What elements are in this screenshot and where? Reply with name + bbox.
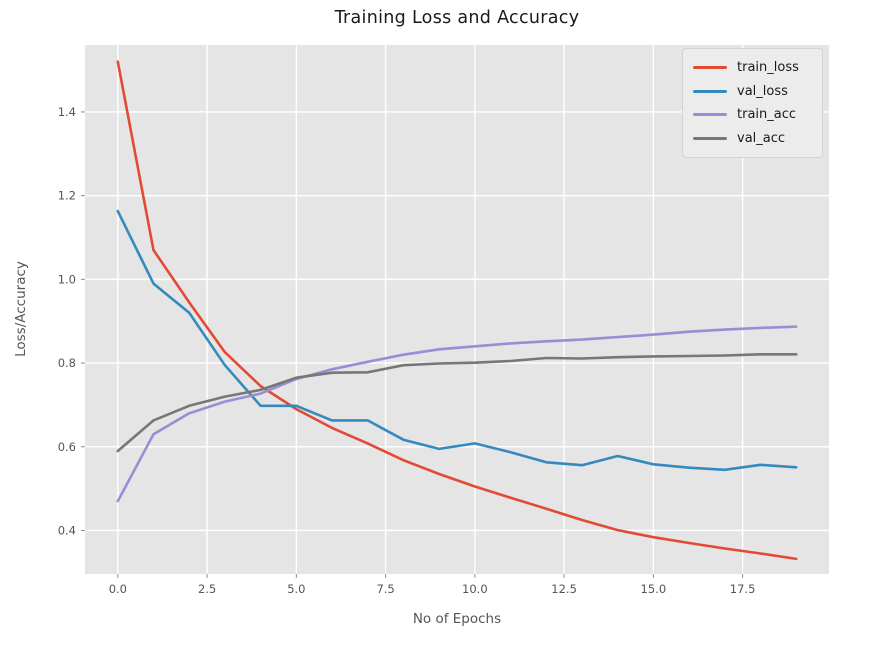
legend-item-train_loss: train_loss <box>693 61 812 74</box>
x-tick-label: 5.0 <box>287 582 305 596</box>
legend-swatch-train_acc <box>693 113 727 117</box>
x-tick-label: 12.5 <box>551 582 577 596</box>
y-axis-label: Loss/Accuracy <box>13 261 29 357</box>
x-axis-label: No of Epochs <box>412 611 502 627</box>
x-tick-label: 15.0 <box>641 582 667 596</box>
legend: train_loss val_loss train_acc val_acc <box>682 48 823 158</box>
legend-item-val_loss: val_loss <box>693 85 812 98</box>
legend-swatch-val_acc <box>693 136 727 140</box>
legend-label-train_acc: train_acc <box>737 107 797 123</box>
y-tick-label: 0.4 <box>58 523 76 537</box>
train-loss-line <box>116 60 798 561</box>
val-loss-line <box>116 209 798 472</box>
val-acc-line <box>116 352 798 453</box>
x-tick-label: 2.5 <box>198 582 216 596</box>
legend-item-val_acc: val_acc <box>693 132 812 145</box>
y-tick-label: 1.0 <box>58 272 76 286</box>
chart-title: Training Loss and Accuracy <box>334 8 580 28</box>
x-tick-label: 0.0 <box>109 582 127 596</box>
legend-label-train_loss: train_loss <box>737 60 799 76</box>
legend-swatch-train_loss <box>693 66 727 70</box>
legend-swatch-val_loss <box>693 89 727 93</box>
legend-label-val_acc: val_acc <box>737 130 786 146</box>
legend-label-val_loss: val_loss <box>737 83 788 99</box>
y-tick-label: 1.2 <box>58 189 76 203</box>
x-tick-label: 7.5 <box>376 582 394 596</box>
y-tick-label: 0.6 <box>58 440 76 454</box>
train-acc-line <box>116 325 798 503</box>
x-tick-label: 17.5 <box>730 582 756 596</box>
y-tick-label: 1.4 <box>58 105 76 119</box>
x-tick-label: 10.0 <box>462 582 488 596</box>
y-tick-label: 0.8 <box>58 356 76 370</box>
legend-item-train_acc: train_acc <box>693 108 812 121</box>
